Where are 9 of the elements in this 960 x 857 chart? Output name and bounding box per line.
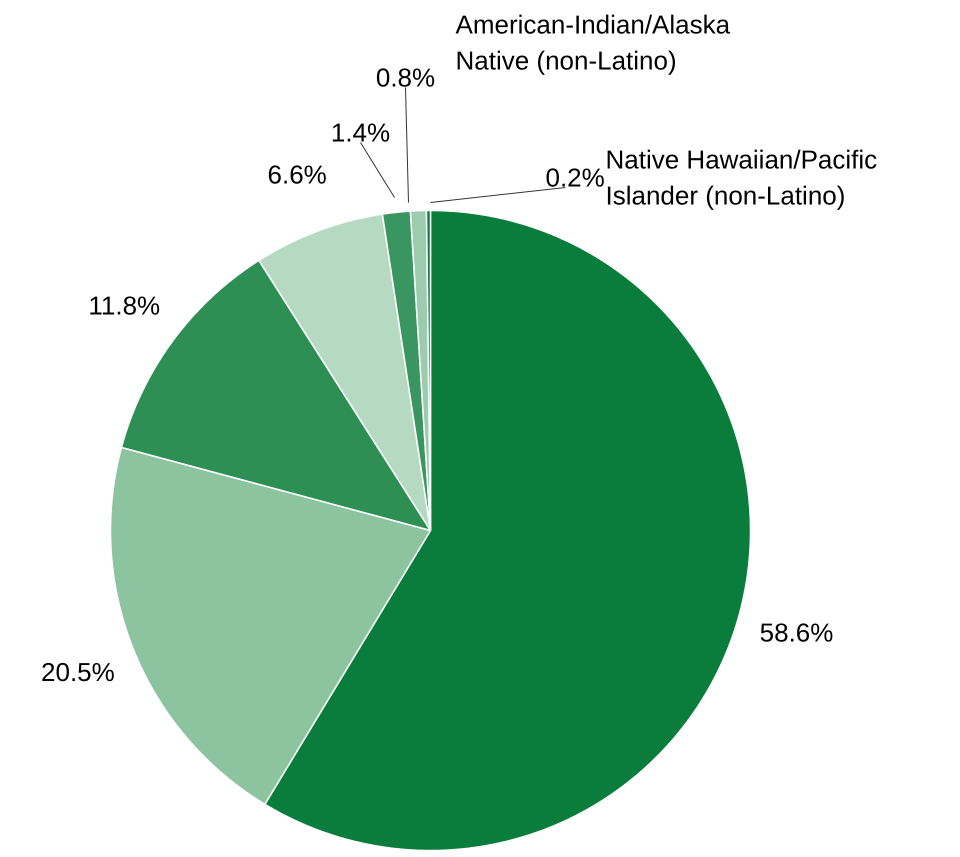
data-label: 11.8%: [88, 290, 160, 320]
data-label: 20.5%: [41, 657, 115, 688]
slice-label: American-Indian/Alaska Native (non-Latino): [456, 10, 731, 76]
slice-label: Native Hawaiian/Pacific Islander (non-Latino): [606, 144, 878, 210]
data-label: 0.2%: [546, 162, 605, 192]
data-label: 1.4%: [330, 118, 390, 148]
data-label: 0.8%: [376, 62, 436, 92]
data-label: 6.6%: [268, 160, 327, 190]
data-label: 58.6%: [760, 618, 834, 648]
